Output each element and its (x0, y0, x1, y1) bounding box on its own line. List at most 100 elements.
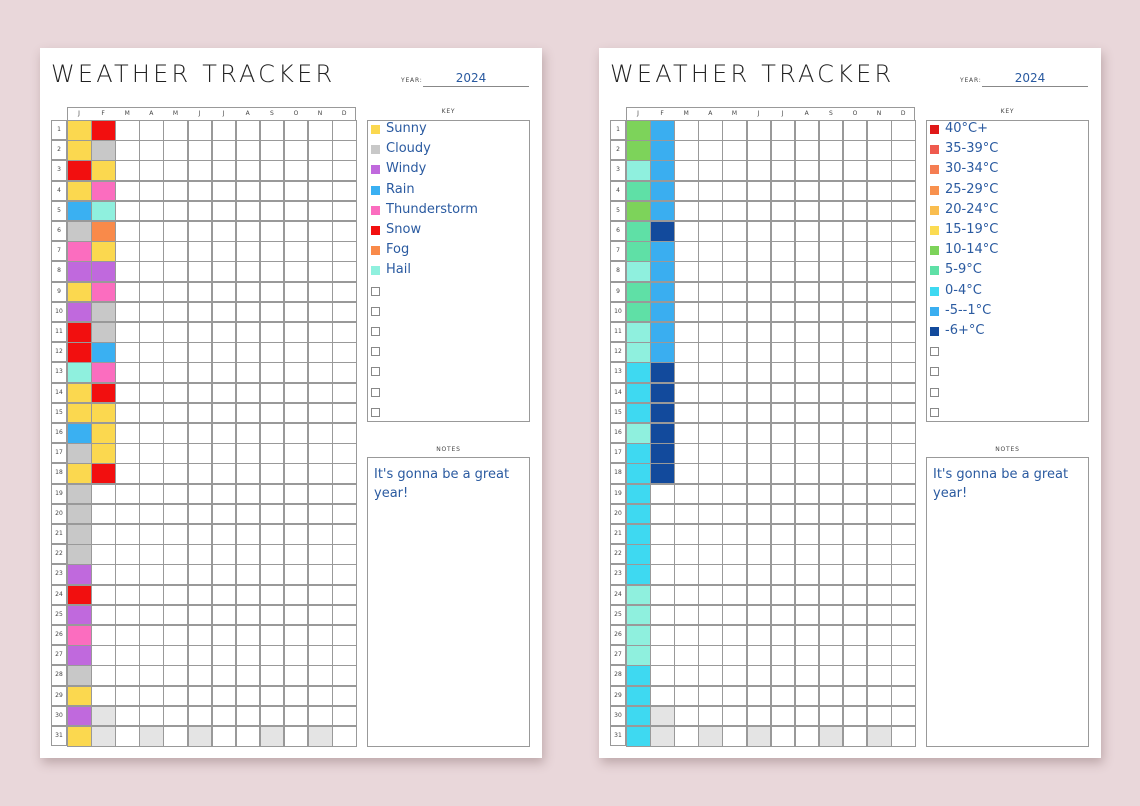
day-cell (259, 483, 285, 505)
day-cell (115, 160, 140, 182)
day-cell (91, 645, 116, 666)
day-cell (794, 423, 820, 444)
day-cell (867, 382, 892, 404)
day-cell (842, 604, 868, 626)
day-cell (308, 120, 333, 141)
day-cell (283, 241, 309, 262)
day-cell (163, 665, 188, 687)
day-cell (626, 342, 651, 363)
day-cell (211, 645, 237, 666)
day-cell (235, 463, 261, 485)
day-cell (818, 584, 844, 606)
day-cell (67, 362, 92, 384)
day-cell (867, 402, 892, 424)
key-box: Sunny Cloudy Windy Rain Thunderstorm Snow Fog H… (367, 120, 530, 422)
day-cell (283, 483, 309, 505)
day-cell (650, 705, 675, 727)
day-cell (626, 301, 651, 323)
day-cell (818, 503, 844, 525)
day-cell (211, 301, 237, 323)
day-cell (115, 705, 140, 727)
day-cell (211, 200, 237, 222)
day-cell (674, 665, 699, 687)
year-value[interactable]: 2024 (455, 71, 487, 85)
key-swatch (930, 327, 939, 336)
day-cell (115, 584, 140, 606)
day-cell (283, 604, 309, 626)
day-cell (818, 483, 844, 505)
day-cell (283, 140, 309, 161)
day-cell (91, 503, 116, 525)
day-cell (698, 322, 723, 343)
day-cell (770, 342, 796, 363)
day-cell (867, 120, 892, 141)
day-cell (746, 584, 772, 606)
day-number-cell (610, 524, 626, 545)
day-cell (235, 402, 261, 424)
day-cell (842, 443, 868, 464)
day-cell (746, 604, 772, 626)
day-cell (115, 524, 140, 545)
day-number-cell (610, 685, 626, 706)
day-cell (332, 503, 357, 525)
day-cell (698, 180, 723, 202)
day-cell (67, 463, 92, 485)
day-cell (722, 483, 747, 505)
day-cell (626, 261, 651, 283)
day-cell (283, 362, 309, 384)
day-cell (259, 423, 285, 444)
day-cell (891, 221, 916, 242)
day-cell (259, 564, 285, 586)
day-cell (818, 200, 844, 222)
day-cell (187, 584, 213, 606)
day-cell (308, 402, 333, 424)
day-cell (211, 665, 237, 687)
day-cell (722, 705, 747, 727)
day-cell (722, 342, 747, 363)
day-cell (842, 322, 868, 343)
day-cell (332, 402, 357, 424)
day-cell (891, 463, 916, 485)
day-cell (283, 200, 309, 222)
day-cell (139, 705, 164, 727)
day-cell (91, 423, 116, 444)
year-value[interactable]: 2024 (1014, 71, 1046, 85)
key-label: -5--1°C (945, 302, 992, 318)
day-cell (698, 625, 723, 646)
day-cell (139, 160, 164, 182)
day-cell (867, 342, 892, 363)
day-cell (235, 261, 261, 283)
day-cell (746, 705, 772, 727)
day-number-cell (610, 463, 626, 484)
day-cell (235, 645, 261, 666)
day-cell (722, 604, 747, 626)
notes-box[interactable]: It's gonna be a great year! (367, 457, 530, 747)
day-cell (842, 463, 868, 485)
day-cell (332, 241, 357, 262)
day-cell (91, 382, 116, 404)
day-cell (746, 120, 772, 141)
day-cell (308, 140, 333, 161)
day-cell (235, 160, 261, 182)
day-cell (891, 120, 916, 141)
day-cell (235, 140, 261, 161)
day-number-cell (51, 544, 67, 565)
day-cell (842, 665, 868, 687)
key-swatch (371, 266, 380, 276)
day-cell (91, 604, 116, 626)
day-number: 29 (614, 691, 622, 699)
day-cell (698, 382, 723, 404)
day-cell (115, 221, 140, 242)
day-cell (650, 241, 675, 262)
day-cell (650, 200, 675, 222)
day-cell (770, 705, 796, 727)
day-number: 23 (614, 570, 622, 578)
notes-box[interactable]: It's gonna be a great year! (926, 457, 1089, 747)
day-cell (818, 564, 844, 586)
day-cell (211, 382, 237, 404)
day-cell (139, 443, 164, 464)
day-cell (698, 241, 723, 262)
day-cell (67, 221, 92, 242)
day-cell (626, 625, 651, 646)
